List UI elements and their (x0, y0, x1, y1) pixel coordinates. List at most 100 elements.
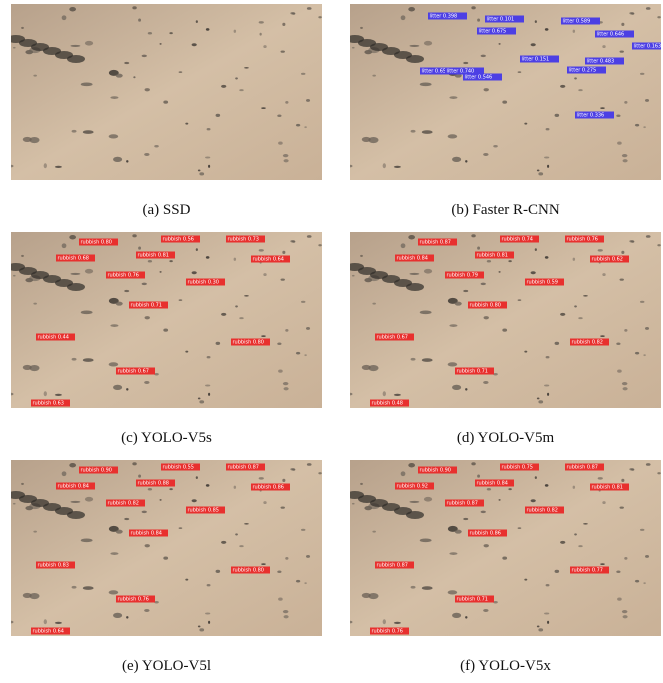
detection-label: rubbish 0.84 (397, 256, 428, 262)
shrub (235, 533, 238, 535)
shrub (62, 15, 67, 20)
shrub (163, 556, 168, 559)
shrub (544, 385, 549, 387)
shrub (624, 101, 627, 104)
shrub (547, 165, 549, 168)
detection: litter 0.151 (520, 56, 559, 63)
shrub (643, 126, 646, 128)
detection-label: rubbish 0.87 (447, 501, 478, 507)
shrub (116, 530, 123, 534)
detection: rubbish 0.84 (475, 480, 514, 487)
shrub (113, 613, 122, 618)
shrub (199, 400, 204, 403)
detection: rubbish 0.81 (475, 252, 514, 259)
shrub (216, 114, 221, 117)
shrub (207, 356, 211, 358)
shrub (448, 134, 458, 138)
shrub (573, 486, 575, 489)
shrub (477, 18, 480, 21)
shrub (110, 96, 118, 99)
shrub (409, 45, 419, 47)
shrub (640, 529, 644, 531)
shrub (259, 477, 264, 479)
shrub (420, 310, 432, 314)
detection: rubbish 0.71 (129, 302, 168, 309)
shrub (452, 613, 461, 618)
shrub (110, 552, 118, 555)
shrub (163, 328, 168, 331)
shrub (179, 71, 183, 73)
detection: rubbish 0.87 (226, 464, 265, 471)
shrub (206, 484, 210, 487)
shrub (452, 385, 461, 390)
shrub (244, 523, 249, 525)
shrub (196, 248, 198, 251)
shrub (282, 23, 285, 26)
shrub (422, 586, 433, 590)
detection-label: rubbish 0.81 (592, 485, 623, 491)
shrub (148, 32, 152, 35)
shrub (169, 488, 172, 490)
shrub (640, 73, 644, 75)
shrub (148, 488, 152, 491)
detection-label: rubbish 0.83 (38, 563, 69, 569)
shrub (574, 305, 577, 307)
shrub (206, 28, 210, 31)
shrub (44, 619, 47, 624)
shrub (67, 55, 85, 63)
shrub (296, 124, 300, 127)
shrub (645, 99, 649, 102)
shrub (624, 557, 627, 560)
shrub (602, 501, 605, 504)
shrub (463, 518, 468, 520)
detection-label: rubbish 0.80 (233, 340, 264, 346)
shrub (620, 50, 624, 52)
shrub (208, 621, 210, 624)
shrub (29, 365, 39, 371)
shrub (72, 586, 77, 589)
shrub (55, 622, 62, 624)
shrub (126, 388, 128, 390)
shrub (70, 501, 80, 503)
shrub (69, 463, 76, 467)
shrub (261, 107, 266, 109)
shrub (259, 249, 264, 251)
shrub (307, 235, 312, 238)
shrub (263, 273, 266, 276)
shrub (583, 295, 588, 297)
detection-label: rubbish 0.84 (131, 531, 162, 537)
detection: litter 0.336 (575, 112, 614, 119)
shrub (463, 62, 468, 64)
shrub (259, 21, 264, 23)
detection: rubbish 0.55 (161, 464, 200, 471)
shrub (199, 172, 204, 175)
detection-label: rubbish 0.71 (131, 303, 162, 309)
shrub (481, 55, 486, 58)
shrub (216, 570, 221, 573)
shrub (290, 240, 294, 242)
shrub (109, 134, 119, 138)
detection-label: litter 0.151 (522, 57, 550, 63)
detection-label: rubbish 0.71 (457, 369, 488, 375)
shrub (83, 358, 94, 362)
shrub (301, 529, 305, 531)
shrub (239, 545, 243, 547)
detection-label: rubbish 0.64 (33, 629, 64, 635)
shrub (455, 530, 462, 534)
shrub (372, 303, 376, 305)
caption: (f) YOLO-V5x (350, 658, 661, 675)
shrub (555, 342, 560, 345)
shrub (235, 77, 238, 79)
shrub (29, 593, 39, 599)
shrub (409, 501, 419, 503)
shrub (352, 275, 355, 277)
shrub (394, 394, 401, 396)
shrub (67, 283, 85, 291)
shrub (306, 99, 310, 102)
shrub (538, 172, 543, 175)
detection-label: rubbish 0.30 (188, 280, 219, 286)
shrub (360, 255, 363, 257)
shrub (55, 166, 62, 168)
shrub (70, 45, 80, 47)
shrub (301, 73, 305, 75)
